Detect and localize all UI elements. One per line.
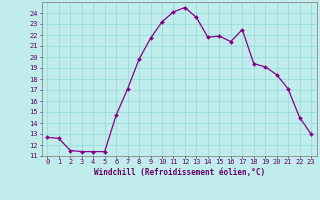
X-axis label: Windchill (Refroidissement éolien,°C): Windchill (Refroidissement éolien,°C) [94,168,265,177]
